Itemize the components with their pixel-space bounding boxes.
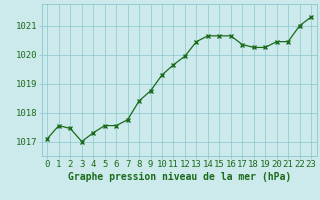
X-axis label: Graphe pression niveau de la mer (hPa): Graphe pression niveau de la mer (hPa) [68,172,291,182]
